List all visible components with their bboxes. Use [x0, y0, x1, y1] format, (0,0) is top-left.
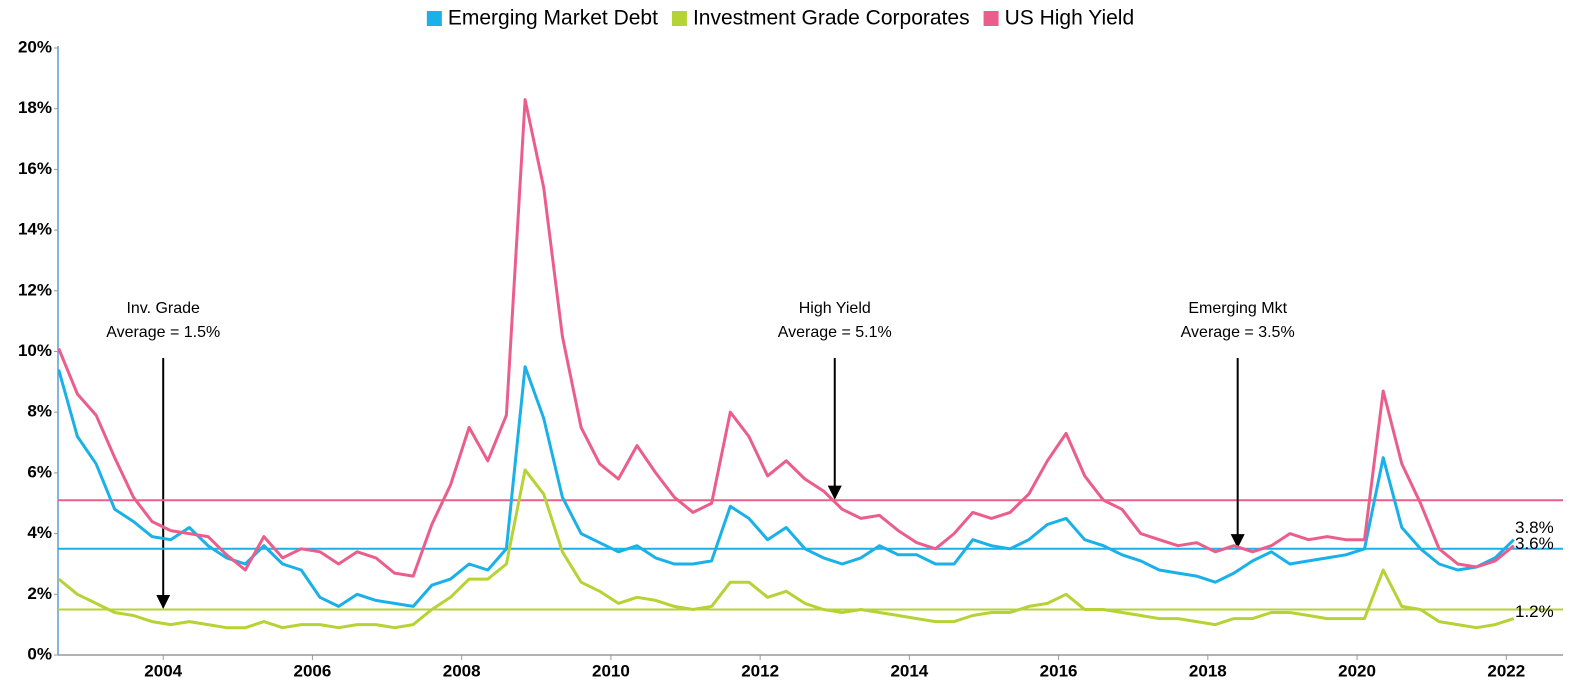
legend: Emerging Market Debt Investment Grade Cor…: [426, 7, 1135, 30]
y-tick-label: 14%: [18, 220, 52, 239]
end-label: 1.2%: [1515, 602, 1554, 621]
annotation: Inv. Grade: [126, 300, 200, 317]
series-line: [57, 98, 1515, 578]
y-tick-label: 0%: [27, 644, 52, 663]
y-tick-label: 8%: [27, 402, 52, 421]
y-tick-label: 18%: [18, 98, 52, 117]
series-line: [57, 468, 1515, 630]
legend-swatch: [983, 11, 999, 26]
legend-swatch: [426, 11, 442, 26]
annotation: Emerging Mkt: [1188, 300, 1287, 317]
legend-label: US High Yield: [1005, 7, 1135, 30]
x-tick-label: 2004: [144, 661, 182, 680]
x-tick-label: 2012: [741, 661, 779, 680]
x-tick-label: 2020: [1338, 661, 1376, 680]
x-tick-label: 2006: [294, 661, 332, 680]
annotation: Average = 1.5%: [106, 324, 220, 341]
y-tick-label: 2%: [27, 584, 52, 603]
y-tick-label: 4%: [27, 523, 52, 542]
annotation: Average = 3.5%: [1181, 324, 1295, 341]
x-tick-label: 2008: [443, 661, 481, 680]
annotation: High Yield: [799, 300, 871, 317]
end-label: 3.8%: [1515, 518, 1554, 537]
x-tick-label: 2014: [890, 661, 928, 680]
y-tick-label: 10%: [18, 341, 52, 360]
y-tick-label: 20%: [18, 37, 52, 56]
series-line: [57, 365, 1515, 608]
y-tick-label: 12%: [18, 280, 52, 299]
legend-swatch: [671, 11, 687, 26]
x-tick-label: 2018: [1189, 661, 1227, 680]
x-tick-label: 2022: [1487, 661, 1525, 680]
x-tick-label: 2016: [1040, 661, 1078, 680]
legend-label: Investment Grade Corporates: [693, 7, 970, 30]
legend-label: Emerging Market Debt: [448, 7, 658, 30]
y-tick-label: 16%: [18, 159, 52, 178]
x-tick-label: 2010: [592, 661, 630, 680]
y-tick-label: 6%: [27, 462, 52, 481]
end-label: 3.6%: [1515, 534, 1554, 553]
annotation: Average = 5.1%: [778, 324, 892, 341]
